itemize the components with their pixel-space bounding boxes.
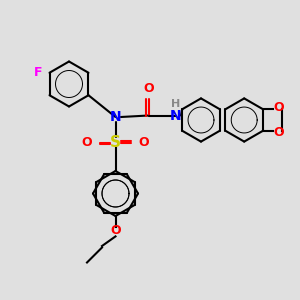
Text: O: O <box>139 136 149 149</box>
Text: O: O <box>110 224 121 238</box>
Text: O: O <box>273 101 284 114</box>
Text: H: H <box>171 99 180 109</box>
Text: O: O <box>273 126 284 139</box>
Text: N: N <box>170 109 181 122</box>
Text: O: O <box>82 136 92 149</box>
Text: N: N <box>110 110 121 124</box>
Text: F: F <box>34 66 42 79</box>
Text: S: S <box>110 135 121 150</box>
Text: O: O <box>143 82 154 94</box>
